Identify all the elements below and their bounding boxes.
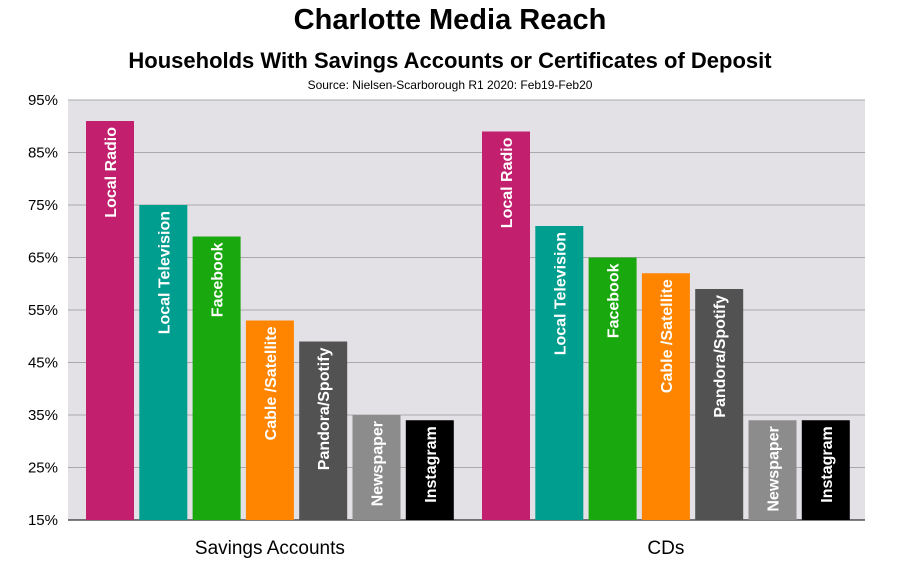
bar — [299, 341, 348, 520]
x-axis-categories: Savings Accounts CDs — [195, 538, 684, 559]
bar — [588, 257, 637, 520]
bar — [192, 236, 241, 520]
y-tick-label: 15% — [28, 512, 58, 529]
bar-label: Instagram — [423, 426, 440, 502]
y-tick-label: 55% — [28, 302, 58, 319]
bar — [535, 226, 584, 520]
bar — [482, 131, 530, 520]
bar-label: Pandora/Spotify — [316, 347, 333, 470]
y-tick-label: 95% — [28, 92, 58, 109]
bar-label: Local Radio — [103, 127, 120, 218]
y-tick-label: 25% — [28, 460, 58, 477]
bar-label: Cable /Satellite — [659, 279, 676, 393]
bar-label: Facebook — [210, 242, 227, 317]
bar-label: Facebook — [606, 263, 623, 338]
y-axis-ticks: 15% 25% 35% 45% 55% 65% 75% 85% 95% — [28, 92, 58, 529]
bar-label: Local Television — [156, 211, 173, 334]
bar-label: Instagram — [819, 426, 836, 502]
bar — [641, 273, 690, 520]
y-tick-label: 65% — [28, 250, 58, 267]
bar — [139, 205, 188, 520]
x-category-label: CDs — [647, 538, 684, 559]
bar — [748, 420, 797, 520]
bar — [695, 289, 744, 520]
x-category-label: Savings Accounts — [195, 538, 345, 559]
bar-label: Local Television — [552, 232, 569, 355]
y-tick-label: 35% — [28, 407, 58, 424]
bar — [405, 420, 454, 520]
bar — [245, 320, 294, 520]
chart-source: Source: Nielsen-Scarborough R1 2020: Feb… — [307, 78, 593, 92]
chart-subtitle: Households With Savings Accounts or Cert… — [128, 48, 772, 73]
bar-label: Pandora/Spotify — [712, 295, 729, 418]
y-tick-label: 45% — [28, 355, 58, 372]
bar — [352, 415, 401, 520]
bar-label: Local Radio — [499, 137, 516, 228]
bar — [801, 420, 850, 520]
y-tick-label: 75% — [28, 197, 58, 214]
bar-label: Cable /Satellite — [263, 326, 280, 440]
chart-title: Charlotte Media Reach — [293, 4, 607, 36]
y-tick-label: 85% — [28, 145, 58, 162]
bars: Local Radio Local Television Facebook Cable… — [86, 121, 850, 520]
bar — [86, 121, 134, 520]
bar-label: Newspaper — [370, 421, 387, 506]
bar-label: Newspaper — [766, 426, 783, 511]
